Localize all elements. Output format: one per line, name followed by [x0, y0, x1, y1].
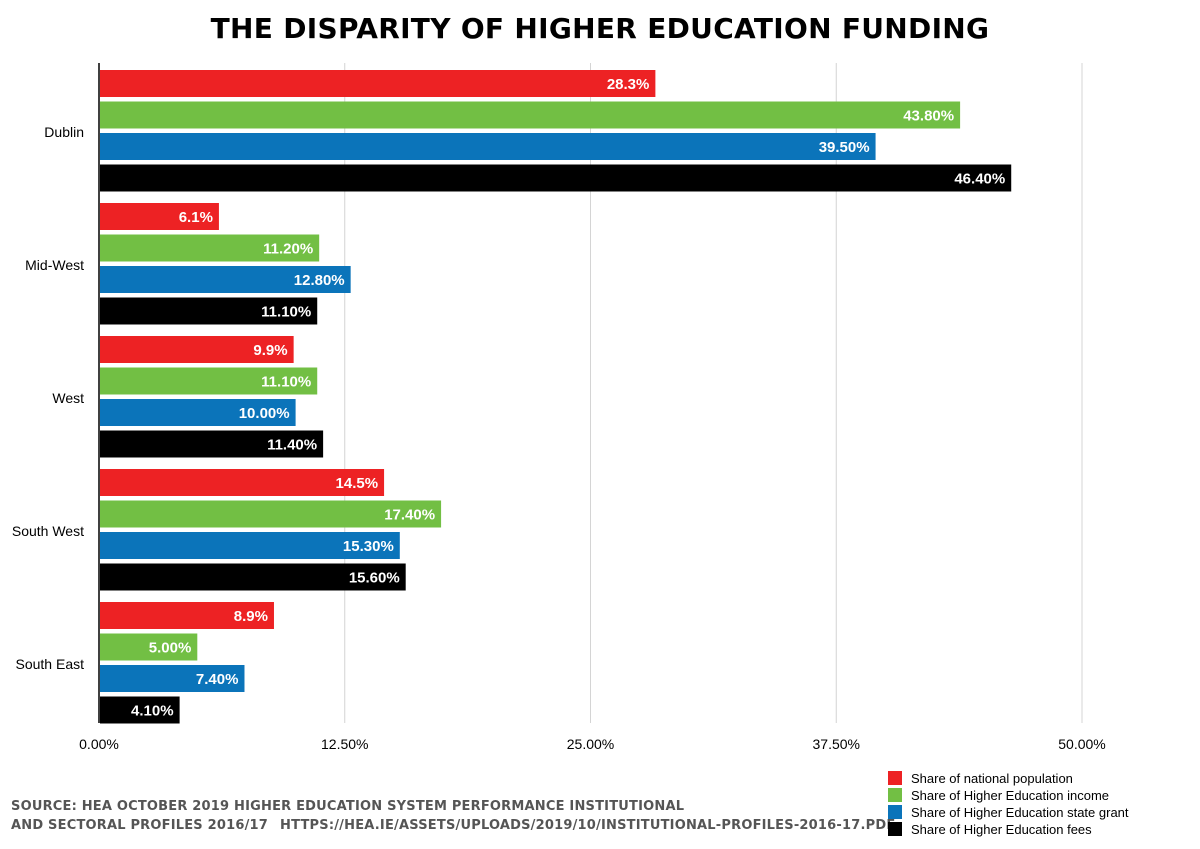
- bar: [100, 563, 406, 591]
- bar-value-label: 5.00%: [149, 640, 192, 657]
- category-label: South East: [16, 656, 85, 672]
- bar: [100, 696, 180, 724]
- category-label: West: [52, 390, 84, 406]
- category-label: South West: [12, 523, 84, 539]
- legend-item: Share of Higher Education fees: [888, 821, 1129, 837]
- category-label: Mid-West: [25, 257, 84, 273]
- bar: [100, 266, 351, 293]
- source-note: SOURCE: HEA OCTOBER 2019 HIGHER EDUCATIO…: [11, 797, 895, 835]
- x-tick-label: 50.00%: [1058, 736, 1105, 752]
- bar-value-label: 15.30%: [343, 538, 394, 555]
- bar-value-label: 11.10%: [261, 374, 311, 391]
- bar-value-label: 12.80%: [294, 272, 345, 289]
- bar: [100, 500, 442, 528]
- legend-item: Share of Higher Education state grant: [888, 804, 1129, 820]
- bar: [100, 297, 318, 325]
- bar: [100, 133, 876, 160]
- bar: [100, 101, 961, 129]
- bar-value-label: 11.10%: [261, 304, 311, 321]
- bar-value-label: 9.9%: [253, 342, 287, 359]
- bar-value-label: 46.40%: [954, 171, 1005, 188]
- bar: [100, 336, 294, 363]
- bar-value-label: 14.5%: [336, 475, 379, 492]
- bar-value-label: 7.40%: [196, 671, 239, 688]
- bar-value-label: 39.50%: [819, 139, 870, 156]
- bar: [100, 399, 296, 426]
- bar-value-label: 15.60%: [349, 570, 400, 587]
- bar: [100, 665, 245, 692]
- gridlines: [344, 63, 1083, 723]
- legend-label: Share of Higher Education income: [911, 787, 1110, 803]
- legend-swatch: [888, 822, 902, 836]
- legend-swatch: [888, 771, 902, 785]
- x-tick-label: 12.50%: [321, 736, 368, 752]
- bar: [100, 633, 198, 661]
- legend-swatch: [888, 805, 902, 819]
- bar-value-label: 43.80%: [903, 108, 954, 125]
- source-line-2: AND SECTORAL PROFILES 2016/17: [11, 818, 269, 833]
- bar: [100, 469, 385, 496]
- category-label: Dublin: [44, 124, 84, 140]
- legend: Share of national population Share of Hig…: [888, 770, 1129, 838]
- legend-label: Share of Higher Education state grant: [911, 804, 1129, 820]
- bar: [100, 367, 318, 395]
- source-line-1: SOURCE: HEA OCTOBER 2019 HIGHER EDUCATIO…: [11, 799, 685, 814]
- bar: [100, 70, 656, 97]
- legend-label: Share of national population: [911, 770, 1073, 786]
- legend-label: Share of Higher Education fees: [911, 821, 1092, 837]
- bar-value-label: 28.3%: [607, 76, 650, 93]
- bars: 28.3% 43.80% 39.50% 46.40% 6.1% 11.20% 12.80% 1…: [100, 70, 1012, 724]
- source-url: HTTPS://HEA.IE/ASSETS/UPLOADS/2019/10/IN…: [280, 818, 896, 833]
- bar: [100, 203, 219, 230]
- x-tick-label: 0.00%: [79, 736, 119, 752]
- bar-value-label: 11.40%: [267, 437, 317, 454]
- bar-value-label: 6.1%: [179, 209, 213, 226]
- bar-value-label: 17.40%: [384, 507, 435, 524]
- bar: [100, 164, 1012, 192]
- axes: 0.00% 12.50% 25.00% 37.50% 50.00% Dublin Mid-W…: [12, 63, 1106, 752]
- bar: [100, 532, 400, 559]
- bar-value-label: 10.00%: [239, 405, 290, 422]
- bar: [100, 234, 320, 262]
- x-tick-label: 25.00%: [567, 736, 614, 752]
- bar: [100, 602, 274, 629]
- x-tick-label: 37.50%: [813, 736, 860, 752]
- bar-value-label: 4.10%: [131, 703, 174, 720]
- bar-value-label: 8.9%: [234, 608, 268, 625]
- bar: [100, 430, 324, 458]
- chart-title: THE DISPARITY OF HIGHER EDUCATION FUNDIN…: [210, 12, 990, 45]
- legend-swatch: [888, 788, 902, 802]
- legend-item: Share of national population: [888, 770, 1129, 786]
- legend-item: Share of Higher Education income: [888, 787, 1129, 803]
- bar-value-label: 11.20%: [263, 241, 313, 258]
- bar-chart: 28.3% 43.80% 39.50% 46.40% 6.1% 11.20% 12.80% 1…: [12, 63, 1106, 752]
